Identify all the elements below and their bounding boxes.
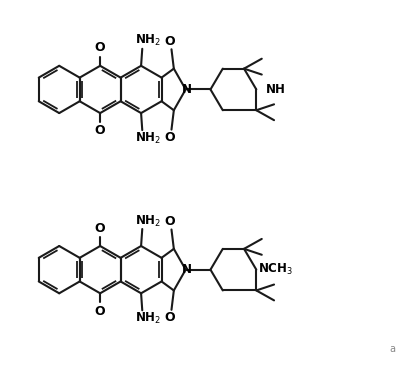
Text: NH$_2$: NH$_2$ bbox=[135, 130, 161, 146]
Text: NH$_2$: NH$_2$ bbox=[135, 214, 161, 229]
Text: O: O bbox=[164, 131, 175, 144]
Text: O: O bbox=[164, 215, 175, 228]
Text: NH$_2$: NH$_2$ bbox=[135, 33, 161, 49]
Text: N: N bbox=[182, 83, 191, 96]
Text: O: O bbox=[164, 35, 175, 48]
Text: a: a bbox=[389, 344, 395, 354]
Text: O: O bbox=[95, 222, 105, 235]
Text: O: O bbox=[95, 42, 105, 54]
Text: NCH$_3$: NCH$_3$ bbox=[258, 262, 293, 277]
Text: NH$_2$: NH$_2$ bbox=[135, 311, 161, 326]
Text: O: O bbox=[95, 305, 105, 318]
Text: NH: NH bbox=[266, 83, 286, 96]
Text: O: O bbox=[95, 124, 105, 137]
Text: O: O bbox=[164, 311, 175, 324]
Text: N: N bbox=[182, 263, 191, 276]
